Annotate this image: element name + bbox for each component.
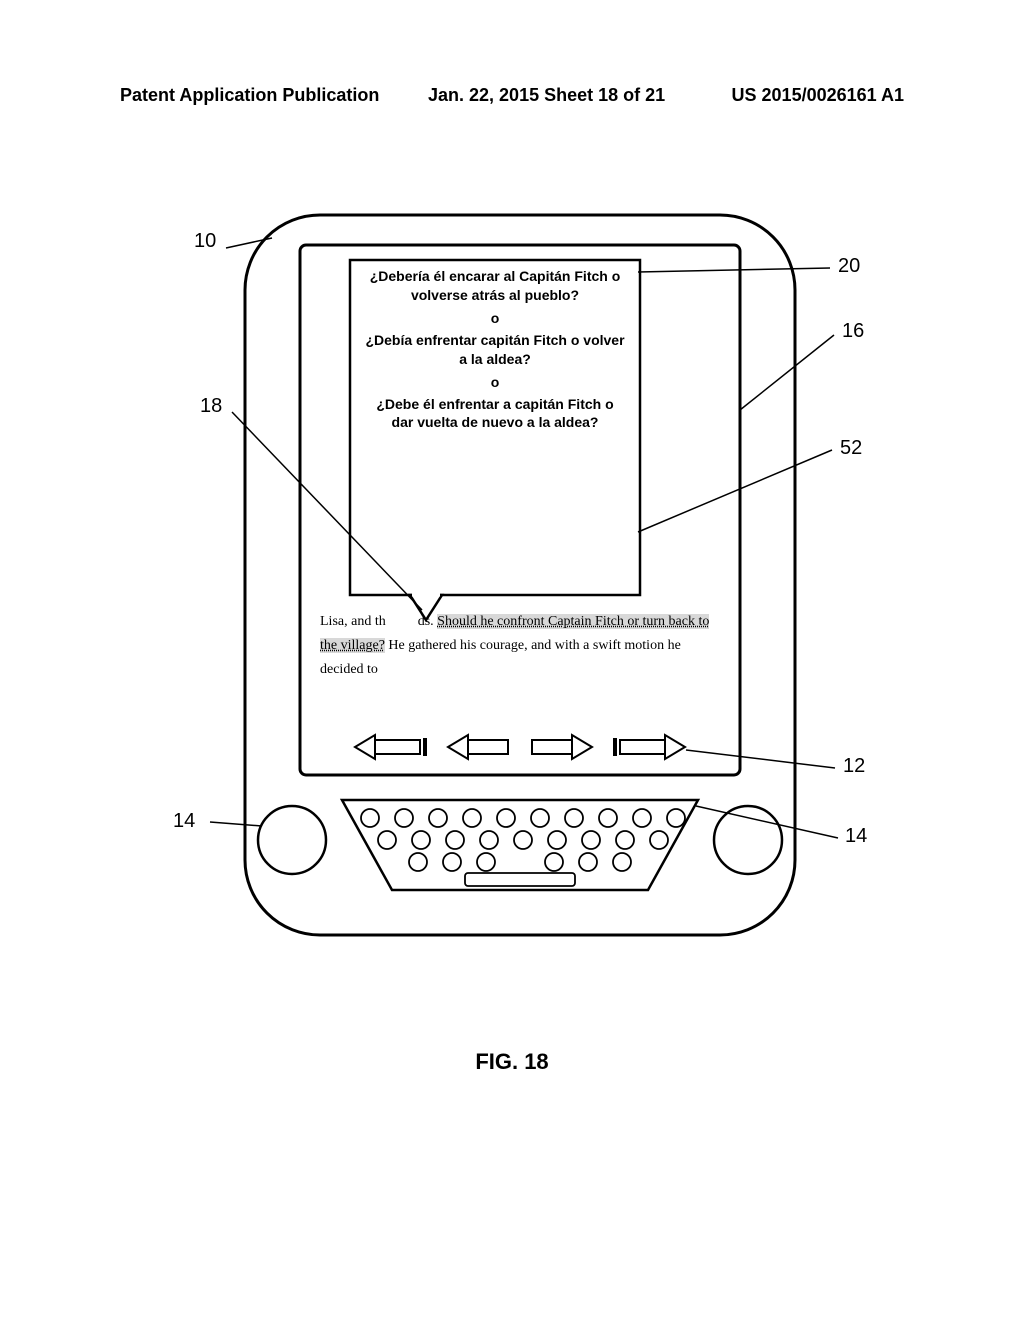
reading-text: Lisa, and th​ds. Should he confront Capt… [320,610,720,682]
device-diagram: ¿Debería él encarar al Capitán Fitch o v… [170,190,870,990]
page: Patent Application Publication Jan. 22, … [0,0,1024,1320]
figure-label: FIG. 18 [0,1049,1024,1075]
right-round-button[interactable] [714,806,782,874]
popup-option-2: ¿Debía enfrentar capitán Fitch o volver … [355,326,635,374]
header-left: Patent Application Publication [120,85,379,106]
body-pre: Lisa, and th [320,614,386,629]
left-round-button[interactable] [258,806,326,874]
body-mid: ds. [418,614,437,629]
header-right: US 2015/0026161 A1 [732,85,904,106]
popup-separator-2: o [355,374,635,390]
header-center: Jan. 22, 2015 Sheet 18 of 21 [428,85,665,106]
popup-separator-1: o [355,310,635,326]
popup-option-3: ¿Debe él enfrentar a capitán Fitch o dar… [355,390,635,438]
popup-option-1: ¿Debería él encarar al Capitán Fitch o v… [355,265,635,310]
